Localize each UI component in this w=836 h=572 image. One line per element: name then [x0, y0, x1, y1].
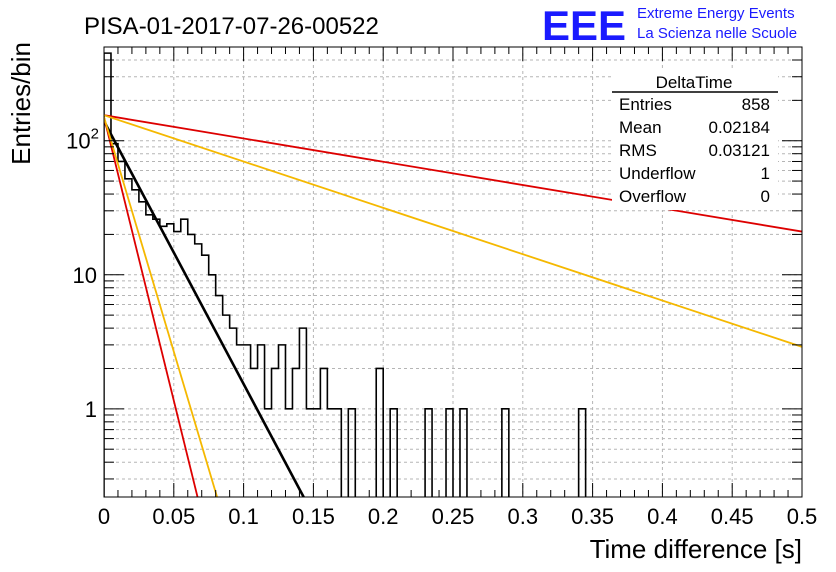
stats-box: DeltaTime Entries 858 Mean 0.02184 RMS 0.0312…	[612, 70, 778, 210]
tick-labels: 0 0.05 0.1 0.15 0.2 0.25 0.3 0.35 0.4 0.45 0.51101…	[66, 126, 817, 529]
logo-line2: La Scienza nelle Scuole	[637, 25, 797, 42]
x-tick-label: 0.2	[368, 504, 399, 529]
stats-value: 1	[761, 164, 770, 183]
stats-title: DeltaTime	[656, 73, 733, 92]
histogram	[104, 52, 587, 497]
chart-title: PISA-01-2017-07-26-00522	[84, 13, 379, 40]
logo-line1: Extreme Energy Events	[637, 5, 795, 22]
axis-ticks	[103, 46, 803, 497]
stats-value: 0	[761, 187, 770, 206]
series-line	[104, 116, 218, 497]
series-line	[104, 116, 199, 497]
stats-label: Mean	[619, 118, 662, 137]
y-tick-label: 10	[73, 263, 97, 288]
x-tick-label: 0.05	[152, 504, 195, 529]
x-tick-label: 0.15	[292, 504, 335, 529]
series-line	[104, 114, 802, 233]
fit-lines	[104, 114, 802, 497]
stats-label: Underflow	[619, 164, 696, 183]
series-line	[104, 114, 802, 348]
x-tick-label: 0.1	[228, 504, 259, 529]
histogram-outline	[104, 52, 587, 497]
stats-value: 858	[742, 95, 770, 114]
x-axis-label: Time difference [s]	[590, 534, 802, 564]
y-axis-label: Entries/bin	[6, 42, 36, 165]
stats-value: 0.03121	[709, 141, 770, 160]
y-tick-label: 1	[85, 397, 97, 422]
x-tick-label: 0.45	[711, 504, 754, 529]
stats-label: Overflow	[619, 187, 687, 206]
eee-logo: EEE Extreme Energy Events La Scienza nel…	[542, 2, 797, 49]
x-tick-label: 0.35	[571, 504, 614, 529]
stats-label: RMS	[619, 141, 657, 160]
x-tick-label: 0	[98, 504, 110, 529]
x-tick-label: 0.3	[508, 504, 539, 529]
logo-letters: EEE	[542, 2, 626, 49]
stats-value: 0.02184	[709, 118, 770, 137]
x-tick-label: 0.5	[787, 504, 818, 529]
series-line	[104, 120, 305, 497]
x-tick-label: 0.25	[432, 504, 475, 529]
x-tick-label: 0.4	[647, 504, 678, 529]
stats-label: Entries	[619, 95, 672, 114]
y-tick-label: 102	[66, 126, 99, 154]
